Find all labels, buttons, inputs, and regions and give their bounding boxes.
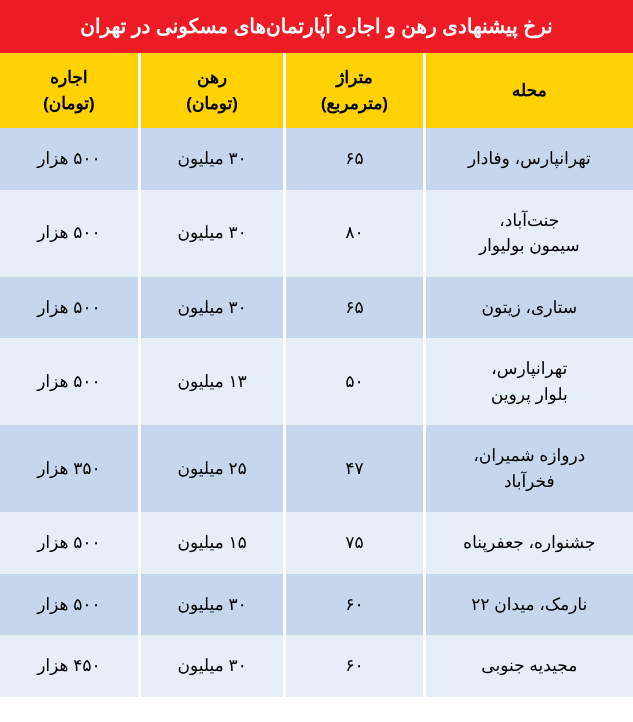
cell-neighborhood: دروازه شمیران،فخرآباد: [424, 425, 633, 512]
cell-rent: ۴۵۰ هزار: [0, 635, 139, 697]
cell-neighborhood: تهرانپارس، وفادار: [424, 128, 633, 190]
table-body: تهرانپارس، وفادار۶۵۳۰ میلیون۵۰۰ هزارجنت‌…: [0, 128, 633, 697]
header-row: محله متراژ(مترمربع) رهن(تومان) اجاره(توم…: [0, 53, 633, 128]
cell-rent: ۵۰۰ هزار: [0, 512, 139, 574]
cell-neighborhood: نارمک، میدان ۲۲: [424, 574, 633, 636]
cell-deposit: ۳۰ میلیون: [139, 277, 285, 339]
cell-deposit: ۱۳ میلیون: [139, 338, 285, 425]
table-row: جشنواره، جعفرپناه۷۵۱۵ میلیون۵۰۰ هزار: [0, 512, 633, 574]
cell-neighborhood: ستاری، زیتون: [424, 277, 633, 339]
cell-rent: ۵۰۰ هزار: [0, 128, 139, 190]
rent-table: محله متراژ(مترمربع) رهن(تومان) اجاره(توم…: [0, 53, 633, 697]
cell-deposit: ۳۰ میلیون: [139, 574, 285, 636]
title-text: نرخ پیشنهادی رهن و اجاره آپارتمان‌های مس…: [80, 16, 552, 38]
table-row: دروازه شمیران،فخرآباد۴۷۲۵ میلیون۳۵۰ هزار: [0, 425, 633, 512]
cell-area: ۶۵: [285, 128, 424, 190]
cell-area: ۶۵: [285, 277, 424, 339]
cell-rent: ۵۰۰ هزار: [0, 277, 139, 339]
header-rent: اجاره(تومان): [0, 53, 139, 128]
cell-deposit: ۳۰ میلیون: [139, 128, 285, 190]
cell-rent: ۵۰۰ هزار: [0, 338, 139, 425]
header-area: متراژ(مترمربع): [285, 53, 424, 128]
cell-neighborhood: مجیدیه جنوبی: [424, 635, 633, 697]
cell-neighborhood: جنت‌آباد،سیمون بولیوار: [424, 190, 633, 277]
cell-area: ۶۰: [285, 574, 424, 636]
title-bar: نرخ پیشنهادی رهن و اجاره آپارتمان‌های مس…: [0, 0, 633, 53]
table-container: نرخ پیشنهادی رهن و اجاره آپارتمان‌های مس…: [0, 0, 633, 722]
cell-area: ۵۰: [285, 338, 424, 425]
cell-area: ۷۵: [285, 512, 424, 574]
cell-area: ۸۰: [285, 190, 424, 277]
cell-deposit: ۳۰ میلیون: [139, 635, 285, 697]
cell-area: ۴۷: [285, 425, 424, 512]
table-row: ستاری، زیتون۶۵۳۰ میلیون۵۰۰ هزار: [0, 277, 633, 339]
cell-rent: ۵۰۰ هزار: [0, 574, 139, 636]
cell-neighborhood: جشنواره، جعفرپناه: [424, 512, 633, 574]
table-row: مجیدیه جنوبی۶۰۳۰ میلیون۴۵۰ هزار: [0, 635, 633, 697]
table-row: تهرانپارس، وفادار۶۵۳۰ میلیون۵۰۰ هزار: [0, 128, 633, 190]
table-row: نارمک، میدان ۲۲۶۰۳۰ میلیون۵۰۰ هزار: [0, 574, 633, 636]
table-row: تهرانپارس،بلوار پروین۵۰۱۳ میلیون۵۰۰ هزار: [0, 338, 633, 425]
cell-area: ۶۰: [285, 635, 424, 697]
cell-rent: ۵۰۰ هزار: [0, 190, 139, 277]
table-row: جنت‌آباد،سیمون بولیوار۸۰۳۰ میلیون۵۰۰ هزا…: [0, 190, 633, 277]
header-deposit: رهن(تومان): [139, 53, 285, 128]
cell-neighborhood: تهرانپارس،بلوار پروین: [424, 338, 633, 425]
cell-deposit: ۱۵ میلیون: [139, 512, 285, 574]
cell-deposit: ۳۰ میلیون: [139, 190, 285, 277]
header-neighborhood: محله: [424, 53, 633, 128]
cell-deposit: ۲۵ میلیون: [139, 425, 285, 512]
cell-rent: ۳۵۰ هزار: [0, 425, 139, 512]
